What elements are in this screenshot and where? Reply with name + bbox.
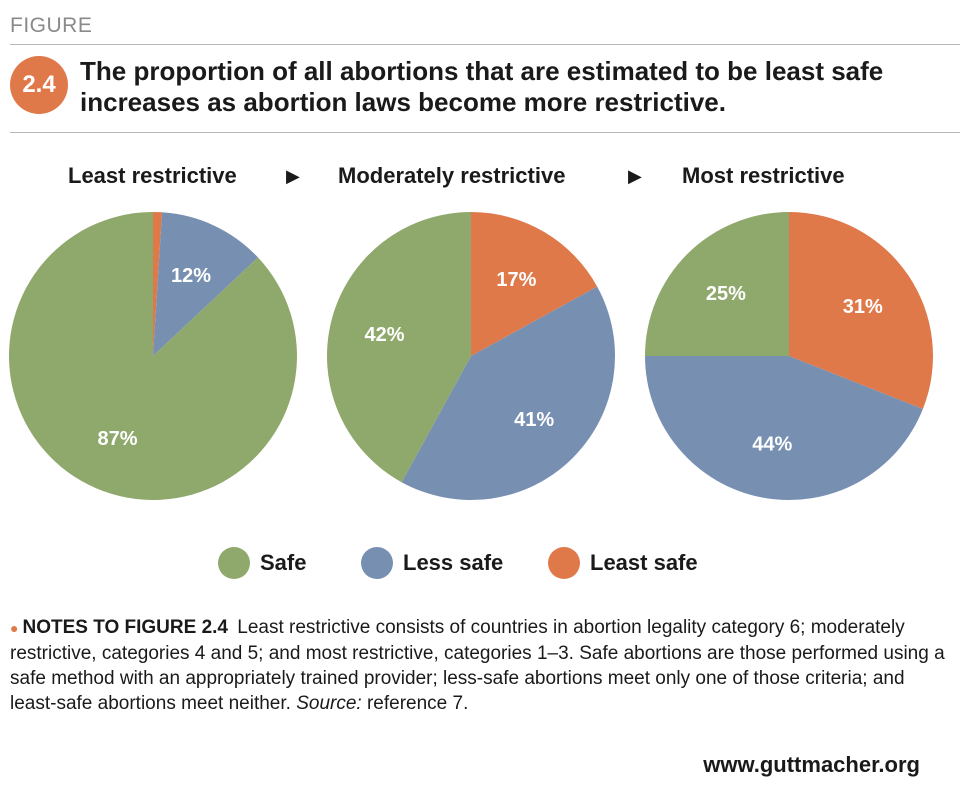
legend-swatch-less-safe (361, 547, 393, 579)
legend-item-less-safe: Less safe (361, 545, 503, 581)
notes-heading: NOTES TO FIGURE 2.4 (22, 617, 228, 638)
pie-slice-safe (8, 212, 297, 501)
pie-title-least-restrictive: Least restrictive (68, 163, 237, 188)
legend-item-safe: Safe (218, 545, 306, 581)
pie-slice-least-safe (471, 212, 598, 356)
figure-title: The proportion of all abortions that are… (80, 56, 884, 117)
pie-slice-least-safe (789, 212, 934, 410)
pie-data-label: 44% (752, 434, 792, 456)
notes-source-text: reference 7. (366, 693, 469, 714)
arrow-right-icon: ▶ (628, 166, 642, 186)
pie-data-label: 17% (496, 269, 536, 291)
pie-data-label: 87% (97, 428, 137, 450)
pie-data-label: 42% (364, 324, 404, 346)
pie-data-label: 41% (514, 409, 554, 431)
pie-title-moderately-restrictive: Moderately restrictive (338, 163, 566, 188)
figure-notes: ● NOTES TO FIGURE 2.4 Least restrictive c… (10, 615, 950, 716)
footer-url: www.guttmacher.org (703, 752, 920, 777)
legend-label-least-safe: Least safe (590, 550, 698, 575)
figure-number-badge: 2.4 (10, 56, 68, 114)
legend-swatch-safe (218, 547, 250, 579)
notes-bullet-icon: ● (10, 620, 19, 636)
notes-text: Least restrictive consists of countries … (10, 617, 945, 714)
pie-slice-safe (645, 212, 789, 356)
pie-title-most-restrictive: Most restrictive (682, 163, 845, 188)
notes-source-label: Source: (296, 693, 362, 714)
pie-data-label: 25% (706, 283, 746, 305)
arrow-right-icon: ▶ (286, 166, 300, 186)
pie-slice-least-safe (153, 211, 163, 356)
top-divider (10, 44, 960, 45)
legend-label-safe: Safe (260, 550, 307, 575)
pie-data-label: 12% (171, 265, 211, 287)
figure-label: FIGURE (10, 14, 93, 37)
pie-slice-less-safe (644, 356, 923, 501)
pie-slice-less-safe (401, 286, 616, 501)
legend: Safe Less safe Least safe (0, 545, 970, 581)
legend-label-less-safe: Less safe (403, 550, 504, 575)
pie-data-label: 31% (843, 296, 883, 318)
legend-swatch-least-safe (548, 547, 580, 579)
title-divider (10, 132, 960, 133)
pie-slice-less-safe (153, 212, 258, 356)
pie-slice-safe (326, 212, 471, 483)
legend-item-least-safe: Least safe (548, 545, 698, 581)
